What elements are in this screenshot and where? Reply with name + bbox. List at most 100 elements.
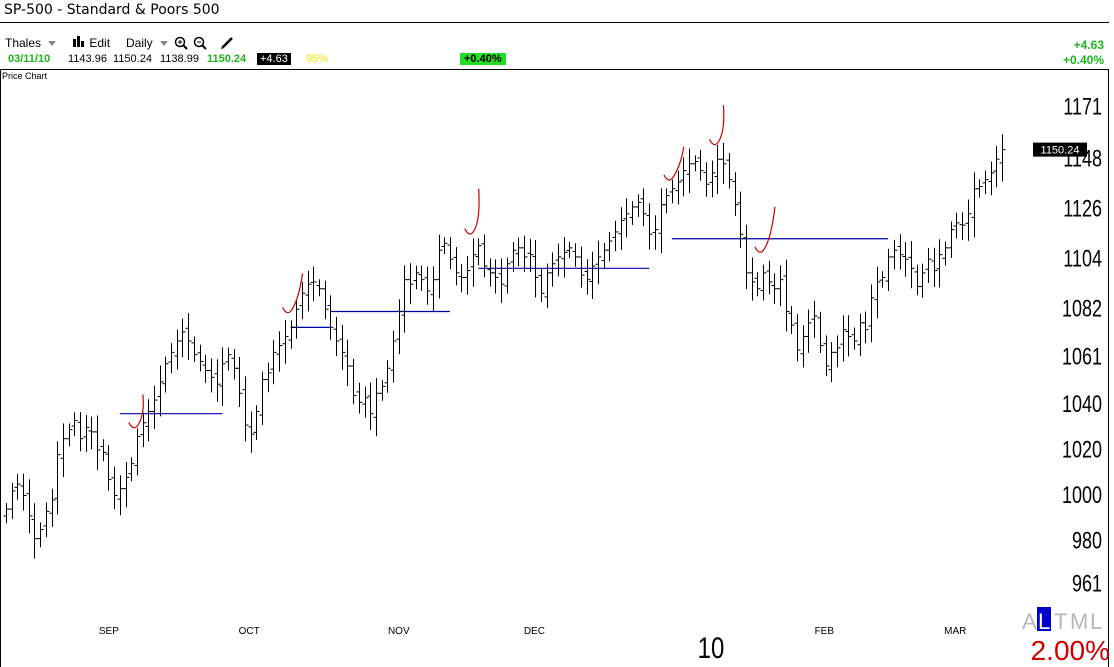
zoom-out-button[interactable] (193, 36, 207, 53)
ohlc-bar (71, 412, 78, 436)
ohlc-bar (208, 358, 215, 393)
window-title: SP-500 - Standard & Poors 500 (4, 2, 220, 18)
quote-low: 1138.99 (160, 53, 199, 65)
ohlc-bar (77, 412, 84, 452)
zoom-in-button[interactable] (174, 36, 188, 53)
pencil-icon (220, 37, 233, 50)
ohlc-bar (202, 354, 209, 384)
ohlc-bar (94, 415, 101, 471)
ohlc-bars (3, 134, 1006, 559)
ohlc-bar (54, 441, 61, 515)
ohlc-bar (891, 239, 898, 270)
x-tick-label: OCT (239, 626, 260, 637)
ohlc-bar (401, 265, 408, 333)
ohlc-bar (436, 234, 443, 299)
ohlc-bar (310, 266, 317, 302)
quote-volume-hint: 95% (306, 53, 329, 65)
title-divider (0, 22, 1109, 23)
ohlc-bar (675, 170, 682, 205)
header-change: +4.63 (1073, 38, 1104, 52)
ohlc-bar (248, 411, 255, 453)
ohlc-bar (811, 300, 818, 338)
ohlc-bar (959, 212, 966, 241)
quote-pct-badge: +0.40% (460, 53, 506, 65)
edit-button[interactable]: Edit (72, 36, 110, 50)
ohlc-bar (612, 220, 619, 252)
year-label: 10 (698, 630, 725, 664)
ohlc-bar (965, 199, 972, 241)
ohlc-bar (140, 412, 147, 448)
user-label: Thales (5, 36, 42, 50)
ohlc-bar (14, 473, 21, 500)
ohlc-bar (282, 320, 289, 364)
ohlc-bar (879, 271, 886, 288)
mode-letter: T (1054, 609, 1067, 634)
x-tick-label: FEB (815, 626, 835, 637)
mode-letter: M (1070, 609, 1088, 634)
period-dropdown[interactable]: Daily (126, 36, 169, 50)
ohlc-bar (424, 266, 431, 305)
ohlc-bar (214, 359, 221, 402)
ohlc-bar (794, 314, 801, 362)
ohlc-bar (857, 313, 864, 356)
ohlc-bar (623, 198, 630, 238)
ohlc-bar (492, 259, 499, 294)
ohlc-bar (601, 242, 608, 270)
ohlc-bar (231, 349, 238, 380)
mode-letter: A (1022, 609, 1037, 634)
ohlc-bar (3, 502, 10, 524)
ohlc-bar (686, 148, 693, 193)
ohlc-bar (823, 335, 830, 376)
quote-bar: 03/11/10 1143.96 1150.24 1138.99 1150.24… (0, 52, 1114, 69)
ohlc-bar (931, 247, 938, 287)
y-tick-label: 1040 (1062, 392, 1102, 418)
chevron-down-icon (48, 41, 57, 46)
bar-chart-icon (73, 36, 84, 47)
ohlc-bar (100, 439, 107, 462)
bottom-controls: A L T M L2.00% (1022, 607, 1110, 666)
ohlc-bar (225, 347, 232, 371)
zoom-out-icon (193, 36, 207, 50)
check-mark-annotation (708, 105, 725, 146)
draw-tool-button[interactable] (220, 36, 234, 53)
ohlc-bar (561, 237, 568, 278)
edit-label: Edit (89, 36, 111, 50)
user-dropdown[interactable]: Thales (5, 36, 57, 50)
ohlc-bar (942, 241, 949, 266)
ohlc-bar (305, 270, 312, 312)
ohlc-bar (766, 260, 773, 295)
ohlc-bar (897, 234, 904, 270)
quote-change-badge: +4.63 (257, 53, 291, 65)
ohlc-bar (692, 155, 699, 172)
ohlc-bar (578, 246, 585, 288)
ohlc-bar (83, 415, 90, 452)
ohlc-bar (270, 340, 277, 385)
ohlc-bar (49, 488, 56, 527)
ohlc-bar (726, 152, 733, 189)
ohlc-bar (817, 311, 824, 354)
ohlc-bar (999, 134, 1006, 182)
ohlc-bar (953, 212, 960, 239)
ohlc-bar (458, 264, 465, 293)
ohlc-bar (749, 257, 756, 301)
check-mark-annotation (128, 394, 144, 429)
ohlc-bar (288, 320, 295, 349)
chart-top-rule (0, 69, 1109, 70)
ohlc-bar (732, 172, 739, 216)
ohlc-bar (344, 339, 351, 386)
ohlc-bar (259, 371, 266, 426)
ohlc-bar (498, 258, 505, 303)
ohlc-bar (988, 161, 995, 196)
ohlc-bar (629, 200, 636, 225)
ohlc-bar (504, 257, 511, 294)
ohlc-bar (162, 356, 169, 393)
ohlc-bar (606, 231, 613, 262)
ohlc-bar (475, 238, 482, 266)
y-tick-label: 1171 (1063, 94, 1102, 120)
ohlc-bar (828, 342, 835, 383)
ohlc-bar (971, 172, 978, 238)
ohlc-bar (265, 362, 272, 393)
ohlc-bar (885, 248, 892, 292)
y-tick-label: 980 (1072, 528, 1102, 554)
